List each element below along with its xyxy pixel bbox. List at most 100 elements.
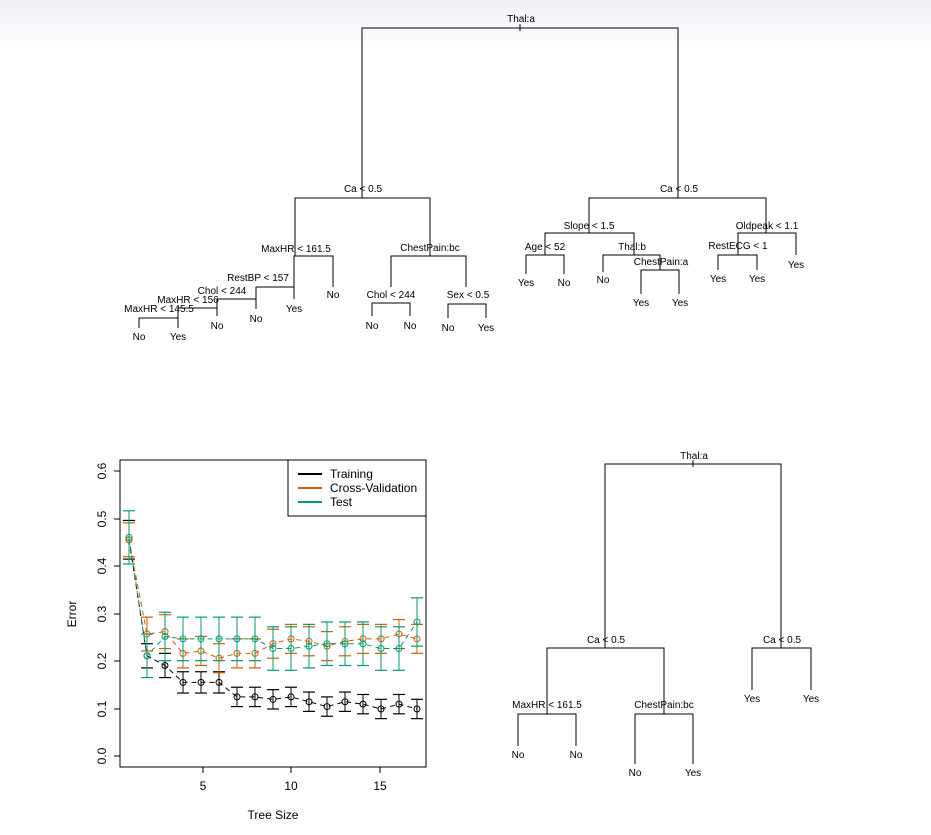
data-point-training: [287, 693, 295, 701]
legend-label-cross-validation: Cross-Validation: [330, 481, 417, 495]
y-tick-label: 0.3: [95, 605, 109, 622]
full-tree: [138, 24, 797, 328]
data-point-test: [215, 635, 223, 643]
node-label: MaxHR < 156: [157, 295, 219, 306]
leaf-label: Yes: [478, 323, 494, 334]
leaf-label: No: [570, 750, 583, 761]
y-tick-label: 0.5: [95, 510, 109, 527]
tree-branch: [390, 255, 467, 287]
series-line-training: [128, 539, 418, 710]
data-point-test: [161, 632, 169, 640]
data-point-test: [305, 642, 313, 650]
node-label: MaxHR < 145.5: [124, 304, 194, 315]
tree-branch: [294, 197, 431, 256]
pruned-tree: [517, 460, 812, 764]
node-label: Age < 52: [525, 242, 566, 253]
tree-branch: [737, 232, 797, 255]
tree-branch: [588, 197, 767, 233]
leaf-label: Yes: [685, 768, 701, 779]
leaf-label: Yes: [788, 260, 804, 271]
leaf-label: No: [442, 323, 455, 334]
leaf-label: Yes: [170, 332, 186, 343]
node-label: Ca < 0.5: [587, 635, 626, 646]
series-training: [123, 519, 423, 720]
y-tick-label: 0.2: [95, 652, 109, 669]
data-point-training: [161, 661, 169, 669]
y-tick-label: 0.0: [95, 747, 109, 764]
leaf-label: No: [211, 321, 224, 332]
tree-branch: [371, 302, 411, 316]
tree-branch: [517, 713, 577, 746]
tree-branch: [293, 255, 334, 287]
data-point-test: [323, 640, 331, 648]
data-point-test: [287, 645, 295, 653]
node-label: Ca < 0.5: [763, 635, 802, 646]
data-point-training: [215, 678, 223, 686]
leaf-label: No: [327, 290, 340, 301]
full-tree-labels: Thal:a Ca < 0.5 Ca < 0.5 MaxHR < 161.5 C…: [124, 14, 804, 343]
data-point-training: [413, 705, 421, 713]
y-tick-label: 0.4: [95, 557, 109, 574]
tree-branch: [544, 232, 635, 255]
pruned-tree-labels: Thal:a Ca < 0.5 Ca < 0.5 MaxHR < 161.5 C…: [512, 451, 820, 779]
legend-label-test: Test: [330, 495, 353, 509]
y-tick-label: 0.1: [95, 700, 109, 717]
data-point-test: [197, 635, 205, 643]
series-test: [123, 510, 423, 679]
data-point-test: [179, 635, 187, 643]
node-label: ChestPain:bc: [400, 243, 459, 254]
node-label: Thal:a: [680, 451, 708, 462]
x-tick-label: 15: [373, 779, 387, 793]
leaf-label: Yes: [744, 694, 760, 705]
node-label: RestECG < 1: [708, 241, 768, 252]
node-label: Thal:a: [507, 14, 535, 25]
tree-branch: [525, 254, 565, 274]
data-point-test: [143, 652, 151, 660]
node-label: Ca < 0.5: [344, 184, 383, 195]
tree-branch: [447, 303, 487, 318]
leaf-label: Yes: [672, 298, 688, 309]
tree-branch: [751, 647, 812, 690]
node-label: RestBP < 157: [227, 273, 289, 284]
leaf-label: No: [558, 278, 571, 289]
node-label: MaxHR < 161.5: [512, 700, 582, 711]
node-label: Slope < 1.5: [564, 221, 615, 232]
leaf-label: Yes: [286, 304, 302, 315]
leaf-label: No: [629, 768, 642, 779]
leaf-label: Yes: [803, 694, 819, 705]
error-plot: 5 10 15 0.0 0.1 0.2 0.3 0.4 0.5 0.6 Tree…: [65, 459, 427, 822]
x-tick-label: 10: [284, 779, 298, 793]
x-tick-label: 5: [200, 779, 207, 793]
data-point-training: [305, 698, 313, 706]
node-label: Oldpeak < 1.1: [736, 221, 799, 232]
data-point-training: [269, 695, 277, 703]
leaf-label: No: [366, 321, 379, 332]
node-label: Ca < 0.5: [660, 184, 699, 195]
tree-branch: [634, 713, 694, 764]
data-point-training: [395, 700, 403, 708]
x-axis: [202, 767, 381, 773]
node-label: Chol < 244: [198, 286, 247, 297]
node-label: Thal:b: [618, 242, 646, 253]
node-label: ChestPain:a: [634, 257, 689, 268]
legend: Training Cross-Validation Test: [287, 459, 427, 517]
x-axis-title: Tree Size: [248, 808, 299, 822]
leaf-label: Yes: [710, 274, 726, 285]
tree-branch: [640, 269, 680, 294]
tree-branch: [602, 254, 661, 272]
data-point-test: [395, 645, 403, 653]
y-tick-label: 0.6: [95, 462, 109, 479]
node-label: Sex < 0.5: [447, 290, 490, 301]
data-point-training: [377, 705, 385, 713]
leaf-label: No: [404, 321, 417, 332]
data-point-test: [377, 645, 385, 653]
leaf-label: No: [597, 275, 610, 286]
leaf-label: Yes: [518, 278, 534, 289]
leaf-label: No: [133, 332, 146, 343]
tree-branch: [604, 463, 782, 648]
tree-branch: [546, 647, 665, 714]
leaf-label: Yes: [749, 274, 765, 285]
data-point-training: [179, 678, 187, 686]
data-point-test: [341, 640, 349, 648]
